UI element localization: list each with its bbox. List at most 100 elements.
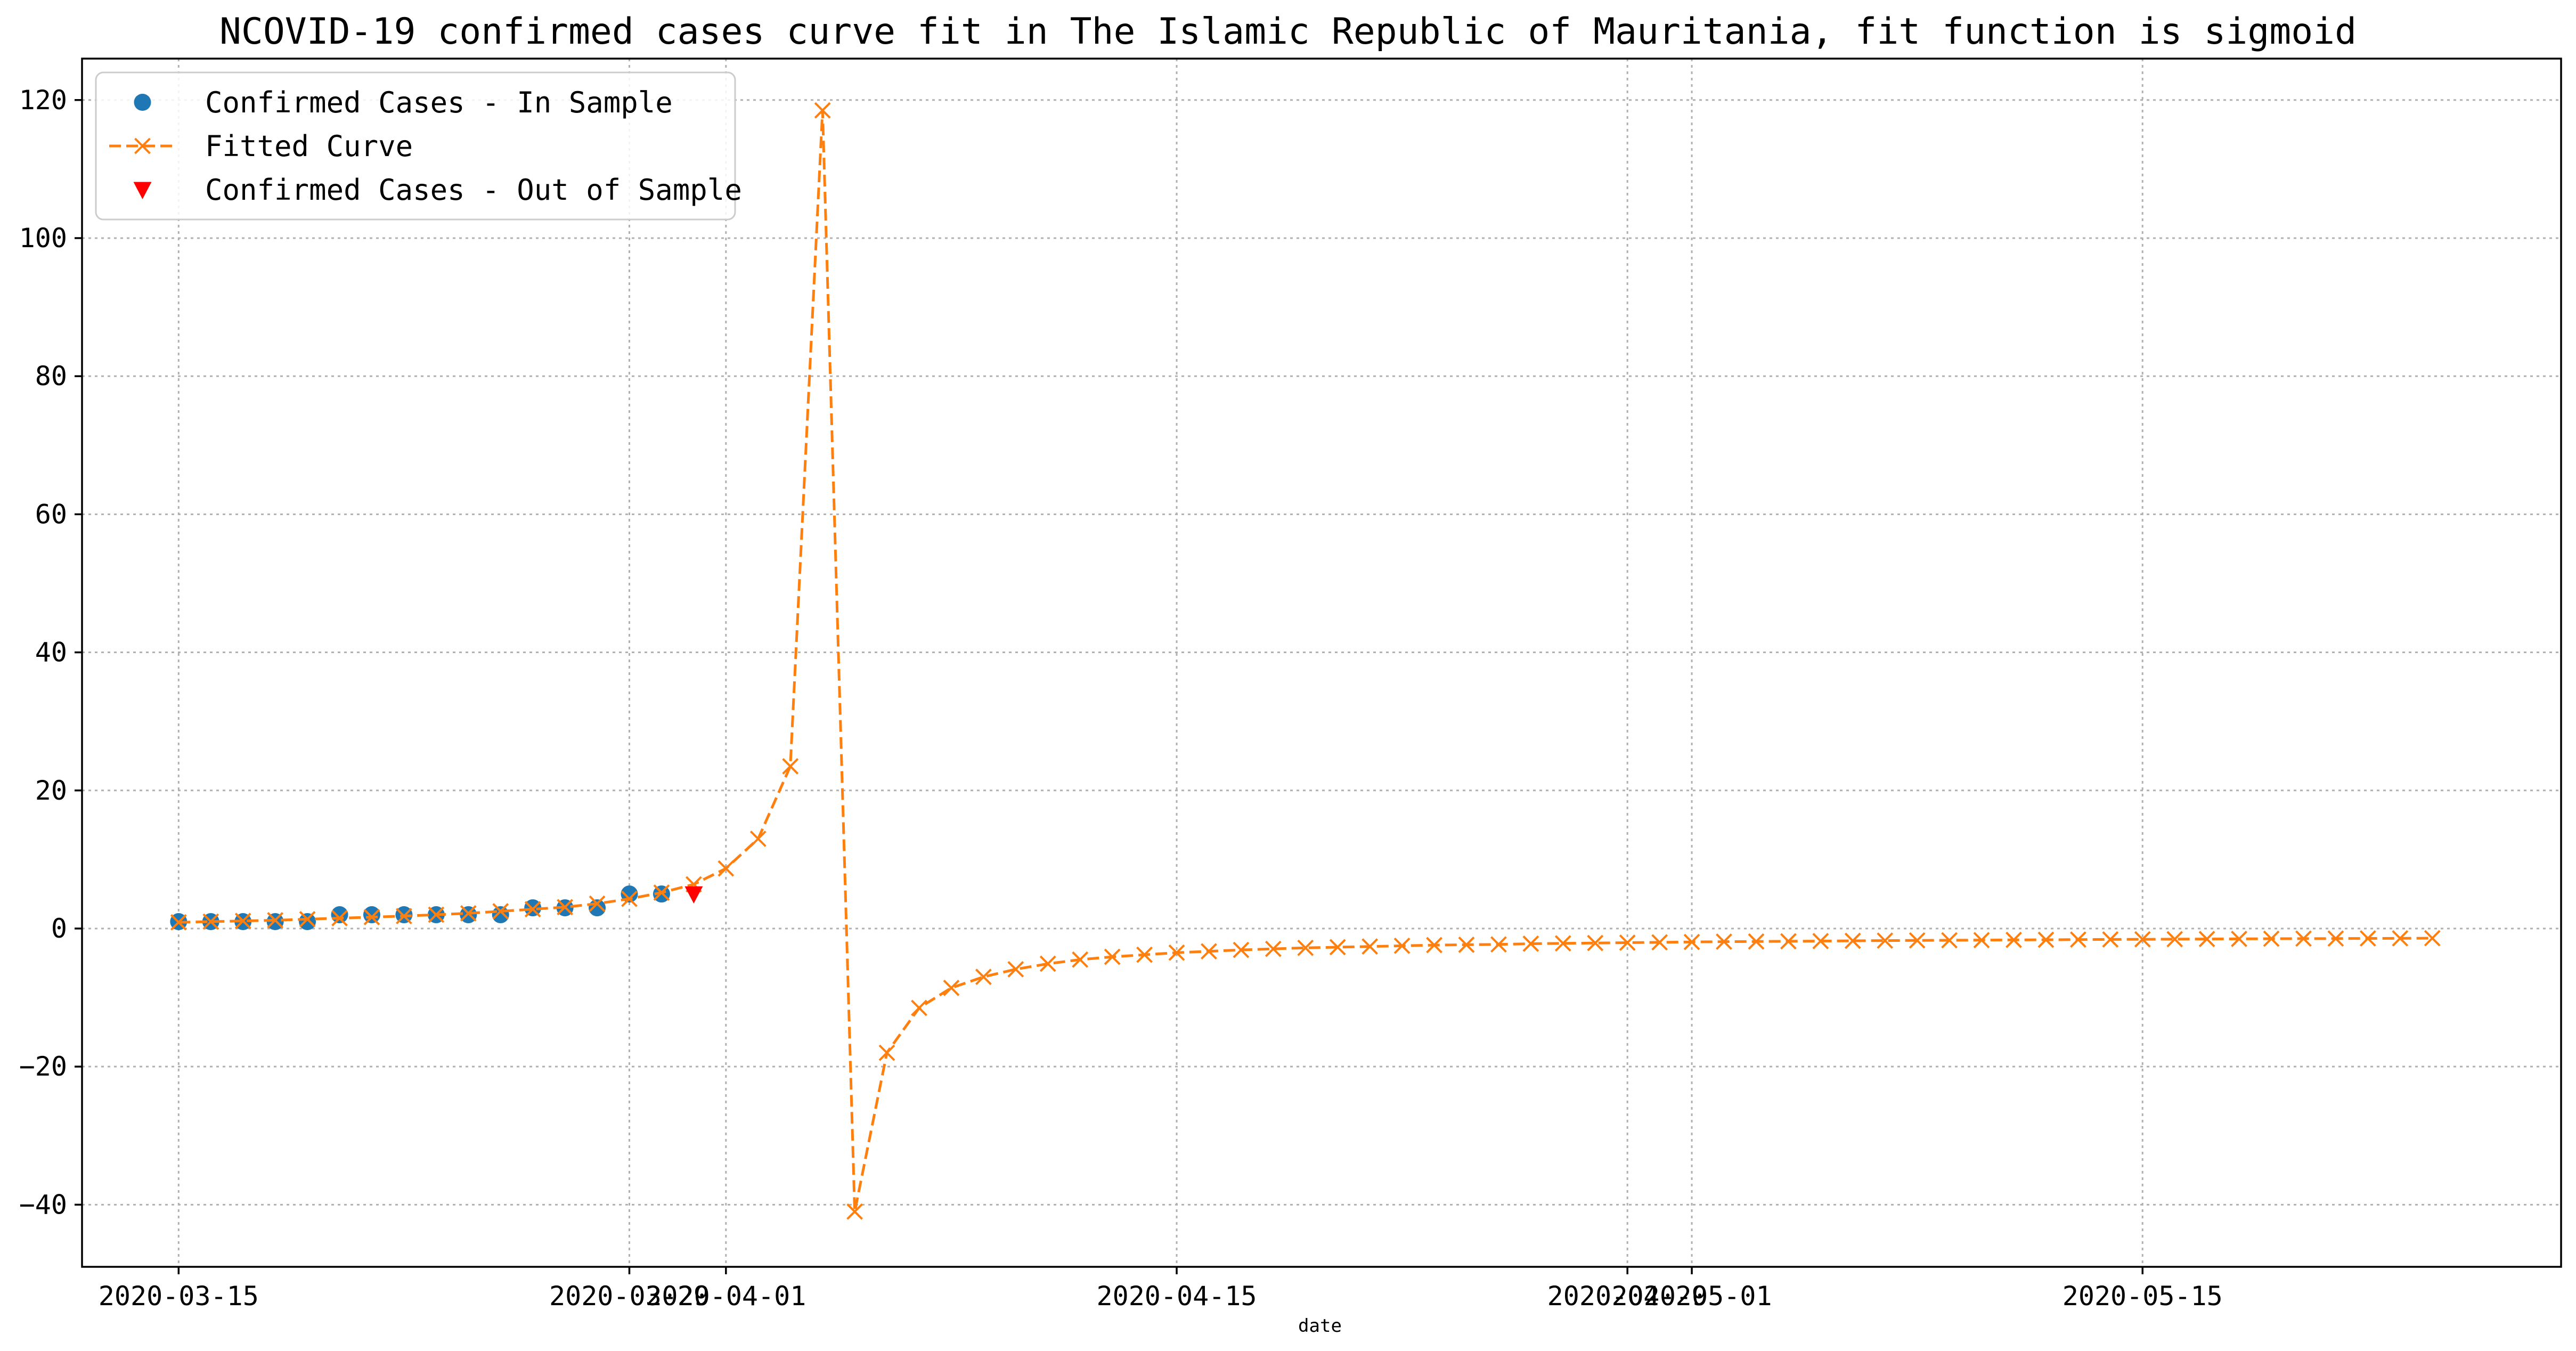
fitted-curve-marker (1973, 932, 1990, 949)
fitted-curve-marker (1554, 935, 1571, 952)
fitted-curve-marker (2198, 931, 2215, 948)
fitted-curve-marker (557, 899, 574, 916)
fitted-curve-marker (814, 102, 831, 119)
fitted-curve-marker (1136, 946, 1153, 963)
fitted-curve-marker (1716, 933, 1732, 950)
series-layer (170, 102, 2441, 1220)
fitted-curve-marker (331, 910, 348, 926)
fitted-curve-marker (396, 908, 412, 925)
fitted-curve-marker (2166, 931, 2183, 948)
fitted-curve-marker (234, 913, 251, 930)
fitted-curve-marker (1297, 939, 1314, 956)
fitted-curve-marker (1007, 961, 1024, 978)
y-tick-label: 0 (51, 913, 67, 944)
fitted-curve-marker (878, 1044, 895, 1061)
in-sample-point (331, 906, 348, 924)
y-tick-label: −20 (19, 1051, 67, 1082)
x-tick-label: 2020-04-15 (1096, 1281, 1257, 1312)
legend-in-sample-marker (134, 94, 151, 111)
fitted-curve-marker (1393, 937, 1411, 954)
legend-label: Confirmed Cases - Out of Sample (205, 173, 742, 207)
x-tick-label: 2020-04-29 (1547, 1281, 1708, 1312)
legend: Confirmed Cases - In Sample Fitted Curve C… (95, 71, 742, 221)
fitted-curve-marker (749, 831, 767, 847)
fitted-curve-marker (2069, 931, 2086, 948)
fitted-curve-marker (1909, 932, 1926, 949)
fitted-curve-marker (524, 901, 541, 918)
fitted-curve-marker (911, 999, 927, 1016)
fitted-curve-marker (1104, 948, 1121, 965)
x-tick-label: 2020-05-15 (2063, 1281, 2223, 1312)
fitted-curve-marker (1877, 932, 1894, 949)
fitted-curve-marker (1265, 940, 1282, 957)
fitted-curve-marker (1812, 933, 1829, 949)
in-sample-point (299, 913, 316, 930)
fitted-curve-marker (1490, 936, 1507, 953)
y-tick-label: 120 (19, 85, 67, 116)
chart-title: NCOVID-19 confirmed cases curve fit in T… (219, 11, 2357, 53)
fitted-curve-marker (1362, 938, 1379, 955)
y-tick-label: 100 (19, 223, 67, 254)
fitted-curve-marker (1426, 937, 1442, 954)
fitted-curve-marker (2327, 930, 2344, 947)
fitted-curve-marker (1522, 935, 1539, 952)
x-tick-label: 2020-04-01 (646, 1281, 806, 1312)
fitted-curve-marker (2263, 930, 2280, 947)
plot-frame (81, 58, 2562, 1268)
y-tick-label: 80 (35, 361, 67, 392)
fitted-curve-marker (2037, 931, 2055, 948)
out-sample-point (684, 886, 703, 904)
in-sample-point (589, 899, 606, 917)
fitted-curve-marker (2006, 931, 2022, 948)
fitted-curve-marker (2359, 930, 2376, 947)
fitted-curve-marker (2295, 930, 2312, 947)
fitted-curve-marker (170, 914, 187, 931)
legend-out-sample-marker (133, 182, 152, 199)
fitted-curve-marker (846, 1203, 863, 1220)
fitted-curve-marker (1329, 939, 1346, 956)
fitted-curve-marker (975, 969, 992, 986)
fitted-curve-marker (1780, 933, 1797, 950)
fitted-curve-marker (718, 860, 735, 877)
fitted-curve-marker (1844, 932, 1861, 949)
fitted-curve-marker (2134, 931, 2151, 948)
y-tick-label: 60 (35, 499, 67, 530)
x-tick-label: 2020-03-15 (99, 1281, 259, 1312)
fitted-curve-marker (1233, 941, 1250, 958)
x-tick-label: 2020-05-01 (1612, 1281, 1772, 1312)
fitted-curve-line (178, 110, 2433, 1212)
fitted-curve-marker (1587, 934, 1604, 951)
legend-label: Fitted Curve (205, 129, 413, 163)
fitted-curve-marker (2231, 930, 2247, 947)
x-tick-label: 2020-03-29 (549, 1281, 710, 1312)
fitted-curve-marker (1072, 951, 1089, 968)
fitted-curve-marker (653, 884, 670, 901)
y-tick-label: −40 (19, 1189, 67, 1220)
fitted-curve-marker (1619, 934, 1636, 951)
in-sample-point (492, 906, 509, 924)
fitted-curve-marker (1941, 932, 1958, 949)
grid (82, 59, 2561, 1267)
fitted-curve-marker (2424, 930, 2441, 947)
fitted-curve-marker (1683, 933, 1700, 950)
x-axis-label: date (1298, 1315, 1342, 1337)
fitted-curve-marker (2102, 931, 2119, 948)
fitted-curve-marker (1201, 943, 1217, 960)
fitted-curve-marker (492, 903, 509, 919)
fitted-curve-marker (1748, 933, 1765, 950)
fitted-curve-marker (1168, 944, 1185, 961)
fitted-curve-marker (1458, 937, 1475, 953)
legend-box (95, 71, 736, 221)
fitted-curve-marker (2392, 930, 2409, 947)
fitted-curve-marker (428, 906, 445, 923)
fitted-curve-marker (202, 913, 219, 930)
fitted-curve-marker (1651, 934, 1668, 951)
fitted-curve-marker (460, 905, 477, 922)
y-tick-label: 40 (35, 637, 67, 668)
fitted-curve-marker (299, 911, 316, 927)
in-sample-point (363, 906, 380, 924)
y-tick-label: 20 (35, 775, 67, 806)
legend-label: Confirmed Cases - In Sample (205, 86, 673, 119)
